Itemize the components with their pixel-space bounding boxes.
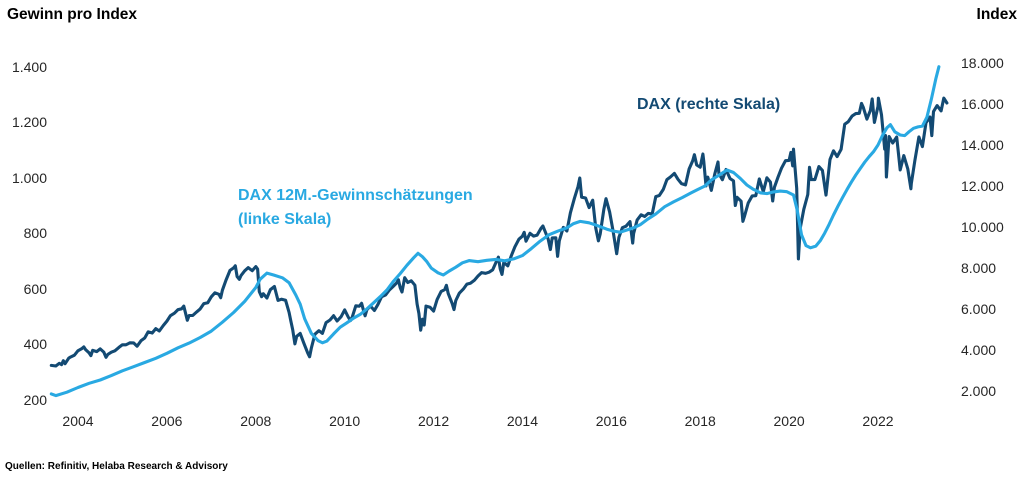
x-axis-tick-label: 2012 — [417, 413, 450, 429]
right-axis-tick-label: 4.000 — [961, 342, 997, 358]
x-axis-tick-label: 2020 — [773, 413, 805, 429]
left-axis-tick-label: 400 — [23, 336, 47, 353]
right-axis-tick-label: 12.000 — [961, 178, 1004, 194]
left-axis-tick-label: 1.000 — [11, 169, 47, 186]
x-axis-tick-label: 2006 — [151, 413, 183, 429]
left-axis-tick-label: 600 — [23, 280, 47, 297]
right-axis-tick-label: 2.000 — [961, 383, 997, 399]
right-axis-tick-label: 16.000 — [961, 96, 1004, 112]
right-axis-title: Index — [976, 6, 1017, 23]
source-note: Quellen: Refinitiv, Helaba Research & Ad… — [5, 461, 228, 472]
left-axis-tick-label: 1.400 — [11, 58, 47, 75]
x-axis-tick-label: 2004 — [62, 413, 94, 429]
right-axis-tick-label: 8.000 — [961, 260, 997, 276]
left-axis-tick-label: 1.200 — [11, 114, 47, 131]
annotation-earnings-series: DAX 12M.-Gewinnschätzungen (linke Skala) — [238, 184, 473, 232]
right-axis-tick-label: 14.000 — [961, 137, 1004, 153]
series-line-earnings — [49, 65, 941, 398]
annotation-dax-series: DAX (rechte Skala) — [637, 96, 781, 113]
right-axis-tick-label: 10.000 — [961, 219, 1004, 235]
left-axis-tick-label: 800 — [23, 225, 47, 242]
right-axis-tick-label: 6.000 — [961, 301, 997, 317]
x-axis-tick-label: 2016 — [595, 413, 627, 429]
x-axis-tick-label: 2018 — [684, 413, 716, 429]
annotation-earnings-line2: (linke Skala) — [238, 211, 332, 228]
series-line-dax — [49, 96, 949, 368]
annotation-earnings-line1: DAX 12M.-Gewinnschätzungen — [238, 187, 473, 204]
left-axis-tick-label: 200 — [23, 392, 47, 408]
right-axis-tick-label: 18.000 — [961, 55, 1004, 71]
x-axis-tick-label: 2022 — [862, 413, 894, 429]
x-axis-tick-label: 2008 — [240, 413, 272, 429]
x-axis-tick-label: 2014 — [506, 413, 539, 429]
x-axis-tick-label: 2010 — [329, 413, 361, 429]
left-axis-title: Gewinn pro Index — [7, 6, 138, 23]
